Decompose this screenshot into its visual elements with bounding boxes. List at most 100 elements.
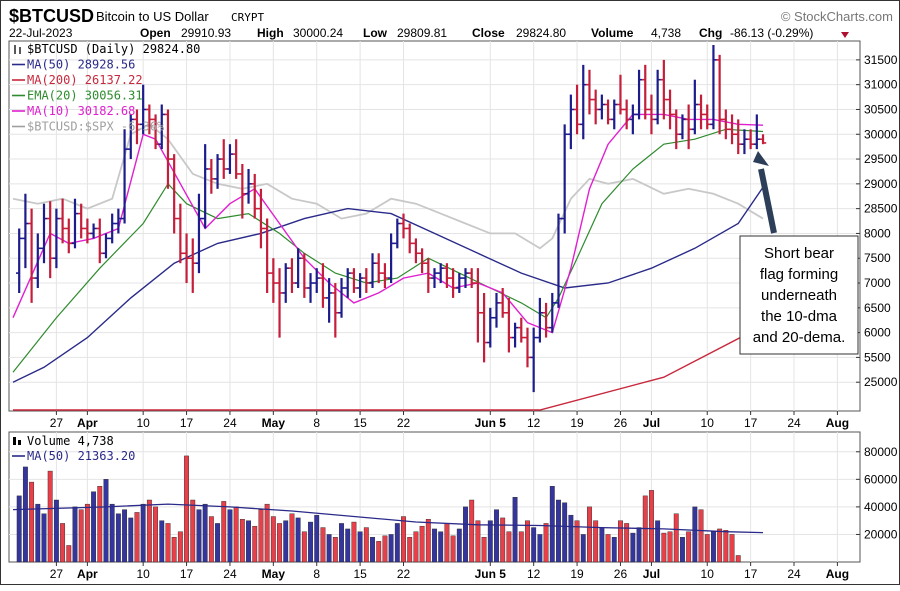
price-candle <box>59 198 66 244</box>
open-label: Open <box>140 26 171 40</box>
price-candle <box>536 297 544 343</box>
volume-x-tick-label: 17 <box>180 567 194 581</box>
price-candle <box>46 201 54 279</box>
volume-bar <box>252 525 258 563</box>
volume-bar <box>103 479 109 563</box>
price-x-tick-label: Jul <box>643 416 660 430</box>
bar-icon <box>13 437 21 445</box>
volume-bar <box>53 499 59 563</box>
volume-bar <box>339 523 344 563</box>
volume-bar <box>146 499 152 563</box>
price-candle <box>654 69 661 125</box>
price-candle <box>139 84 147 135</box>
price-candle <box>96 218 103 264</box>
volume-x-tick-label: 10 <box>701 567 715 581</box>
price-candle <box>257 188 265 249</box>
volume-bar <box>568 514 574 563</box>
price-candle <box>270 258 277 303</box>
volume-bar <box>326 534 332 563</box>
volume-x-tick-label: 22 <box>397 567 411 581</box>
volume-bar <box>215 523 220 563</box>
volume-bar <box>618 520 623 563</box>
volume-bar <box>351 521 357 563</box>
volume-bar <box>624 523 630 563</box>
price-candle <box>580 64 587 140</box>
price-candle <box>133 109 141 145</box>
price-candle <box>604 99 612 125</box>
price-candle <box>505 297 513 353</box>
volume-x-tick-label: Aug <box>826 567 849 581</box>
volume-bar <box>345 528 351 563</box>
price-candle <box>456 273 463 293</box>
volume-bar <box>432 528 437 563</box>
price-y-tick-label: 30500 <box>864 102 898 116</box>
price-x-tick-label: 12 <box>527 416 541 430</box>
volume-bar <box>190 499 196 563</box>
volume-y-tick-label: 20000 <box>864 527 898 541</box>
price-x-tick-label: 10 <box>701 416 715 430</box>
volume-bar <box>711 531 716 563</box>
price-candle <box>71 198 79 249</box>
price-x-tick-label: 17 <box>744 416 758 430</box>
price-candle <box>22 193 29 269</box>
price-candle <box>697 94 705 130</box>
volume-bar <box>655 520 661 563</box>
legend-entry-2: MA(200) 26137.22 <box>27 73 143 87</box>
volume-bar <box>698 509 704 563</box>
price-candle <box>34 233 41 288</box>
annotation-line-1: flag forming <box>760 266 838 283</box>
volume-bar <box>239 519 245 563</box>
price-candle <box>443 263 451 288</box>
chg-label: Chg <box>699 26 722 40</box>
price-candle <box>704 104 711 130</box>
volume-legend-entry-0: Volume 4,738 <box>27 434 114 448</box>
volume-bar <box>667 531 673 563</box>
volume-x-tick-label: Jun 5 <box>475 567 507 581</box>
annotation-line-4: and 20-dema. <box>753 329 846 346</box>
price-candle <box>363 268 370 293</box>
bar-icon-bar <box>13 437 16 445</box>
volume-bar <box>680 537 685 563</box>
price-candle <box>301 253 308 298</box>
price-y-tick-label: 6000 <box>864 326 891 340</box>
volume-y-tick-label: 60000 <box>864 472 898 486</box>
volume-x-tick-label: Apr <box>77 567 98 581</box>
price-y-tick-label: 31500 <box>864 53 898 67</box>
legend-entry-5: $BTCUSD:$SPX -6.36% <box>27 120 165 134</box>
close-value: 29824.80 <box>516 26 566 40</box>
volume-bar <box>270 516 276 563</box>
volume-bar <box>394 523 400 563</box>
price-candle <box>511 322 519 348</box>
volume-bar <box>661 532 667 563</box>
price-candle <box>369 253 376 288</box>
price-candle <box>127 114 134 160</box>
volume-x-tick-label: 27 <box>50 567 64 581</box>
price-candle <box>28 208 35 303</box>
volume-bar <box>208 516 214 563</box>
price-candle <box>344 268 351 298</box>
volume-bar <box>407 537 413 563</box>
price-candle <box>406 223 413 254</box>
price-panel: 25000 5500 6000 6500 7000 7500 8000 28500 29000 2… <box>8 40 898 412</box>
price-y-tick-label: 8000 <box>864 226 891 240</box>
price-candle <box>282 263 289 303</box>
price-y-tick-label: 29500 <box>864 152 898 166</box>
price-candle <box>307 273 314 303</box>
volume-bar <box>531 527 537 563</box>
volume-legend-entry-1: MA(50) 21363.20 <box>27 449 135 463</box>
volume-bar <box>599 527 605 563</box>
volume-panel: 20000 40000 60000 80000 Volume 4,738MA(50) … <box>8 431 898 563</box>
close-label: Close <box>472 26 505 40</box>
chart-date: 22-Jul-2023 <box>9 26 73 40</box>
price-candle <box>121 129 128 224</box>
volume-bar <box>686 531 692 563</box>
price-candle <box>115 208 122 234</box>
volume-bar <box>332 537 338 563</box>
volume-bar <box>233 506 239 563</box>
price-x-tick-label: 24 <box>787 416 801 430</box>
price-candle <box>387 233 395 284</box>
price-candle <box>741 129 748 155</box>
volume-bar <box>66 545 72 563</box>
price-candle <box>592 89 599 125</box>
volume-bar <box>475 520 481 563</box>
